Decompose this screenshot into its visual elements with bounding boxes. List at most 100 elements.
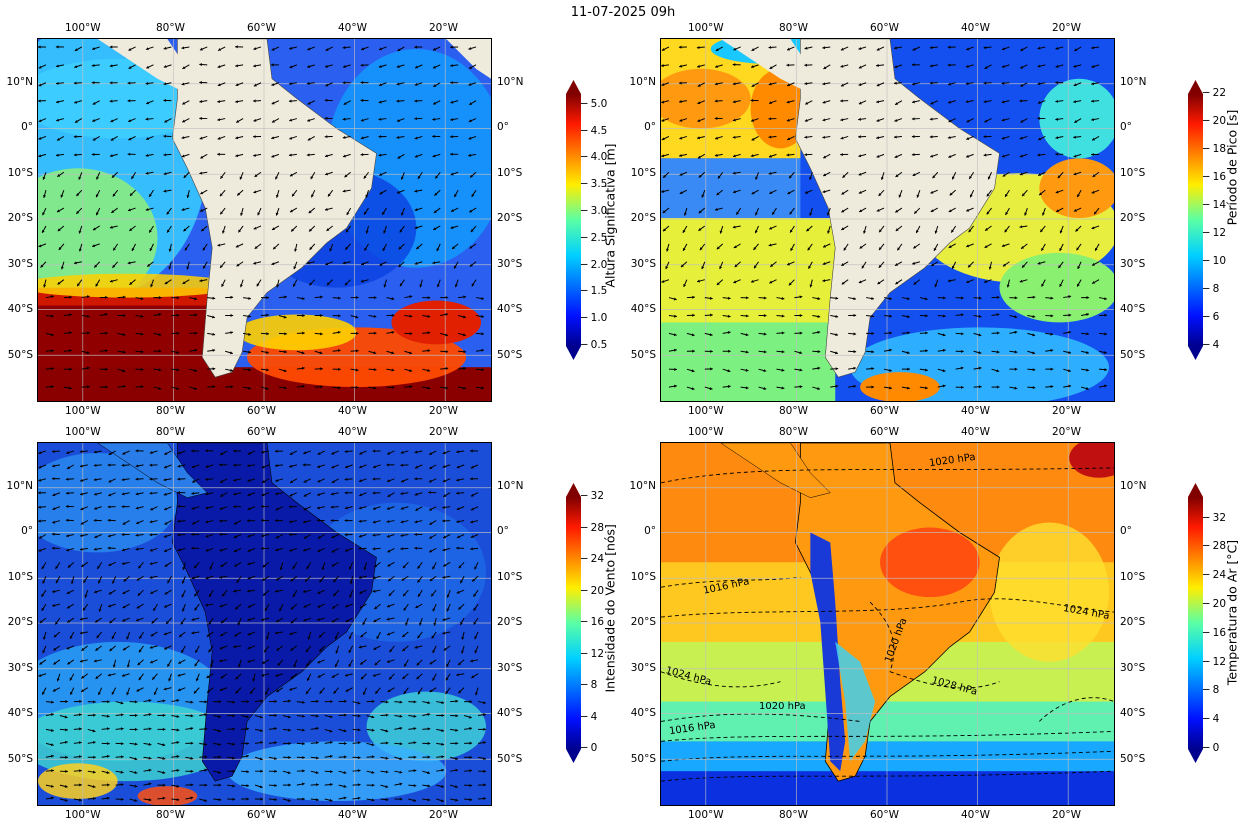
- direction-arrow-head: [450, 135, 453, 139]
- direction-arrow-head: [316, 714, 319, 718]
- direction-arrow-head: [697, 119, 701, 122]
- direction-arrow-head: [92, 101, 96, 105]
- direction-arrow-head: [355, 368, 359, 372]
- direction-arrow-head: [445, 312, 449, 317]
- direction-arrow-head: [1039, 192, 1043, 196]
- direction-arrow-head: [1073, 208, 1077, 212]
- direction-arrow-head: [1001, 47, 1005, 51]
- map-peak-period[interactable]: [660, 38, 1115, 402]
- direction-arrow-head: [914, 210, 918, 214]
- direction-arrow-head: [978, 366, 982, 370]
- direction-arrow-head: [92, 47, 96, 51]
- direction-arrow-head: [399, 757, 403, 761]
- direction-arrow-head: [679, 118, 683, 122]
- direction-arrow-head: [309, 282, 313, 286]
- map-air-temperature[interactable]: 1020 hPa 1016 hPa 1024 hPa 1020 hPa 1024…: [660, 442, 1115, 806]
- direction-arrow-head: [304, 578, 308, 582]
- direction-arrow-head: [843, 247, 847, 251]
- direction-arrow-head: [1014, 330, 1018, 334]
- direction-arrow-head: [219, 604, 223, 608]
- direction-arrow-head: [978, 333, 982, 337]
- direction-arrow-head: [70, 581, 74, 584]
- direction-arrow-head: [929, 117, 933, 121]
- direction-arrow-head: [195, 649, 198, 653]
- direction-arrow-head: [948, 155, 952, 158]
- lon-tick-label: 60°W: [870, 426, 899, 438]
- direction-arrow-head: [57, 173, 61, 177]
- direction-arrow-head: [343, 755, 347, 759]
- direction-arrow-head: [665, 266, 669, 270]
- colorbar-tick-label: ─ 0.5: [581, 339, 608, 351]
- direction-arrow-head: [289, 136, 293, 140]
- direction-arrow-head: [275, 212, 279, 216]
- direction-arrow-head: [1068, 330, 1072, 334]
- direction-arrow-head: [1037, 64, 1041, 68]
- direction-arrow-head: [1050, 296, 1054, 300]
- direction-arrow-head: [1091, 65, 1095, 68]
- direction-arrow-head: [751, 48, 755, 51]
- direction-arrow-head: [145, 117, 149, 121]
- direction-arrow-head: [302, 331, 305, 335]
- direction-arrow-head: [330, 492, 334, 496]
- direction-arrow-head: [835, 314, 839, 318]
- direction-arrow-head: [1001, 244, 1005, 248]
- direction-arrow-head: [233, 449, 236, 453]
- direction-arrow-head: [1086, 350, 1089, 354]
- direction-arrow-head: [853, 332, 857, 336]
- direction-arrow-head: [148, 756, 152, 760]
- direction-arrow-head: [166, 621, 169, 624]
- colorbar-tick-label: ─ 8: [1203, 283, 1220, 295]
- direction-arrow-head: [710, 313, 713, 317]
- direction-arrow-head: [385, 741, 389, 745]
- direction-arrow-head: [274, 713, 277, 717]
- direction-arrow-head: [220, 211, 224, 215]
- lon-tick-label: 40°W: [961, 22, 990, 34]
- lat-tick-label: 50°S: [497, 349, 523, 361]
- direction-arrow-head: [289, 118, 293, 122]
- direction-arrow-head: [330, 700, 333, 704]
- direction-arrow-head: [96, 212, 99, 216]
- direction-arrow-head: [274, 797, 277, 802]
- direction-arrow-head: [769, 66, 773, 69]
- direction-arrow-head: [204, 798, 207, 802]
- direction-arrow-head: [826, 212, 830, 216]
- direction-arrow-head: [1091, 118, 1095, 122]
- direction-arrow-head: [149, 477, 153, 481]
- direction-arrow-head: [50, 333, 54, 337]
- lat-tick-label: 10°S: [630, 571, 656, 583]
- direction-arrow-head: [302, 384, 305, 388]
- direction-arrow-head: [911, 135, 915, 139]
- direction-arrow-head: [275, 492, 278, 496]
- direction-arrow-head: [361, 47, 365, 51]
- direction-arrow-head: [1014, 367, 1018, 371]
- direction-arrow-head: [469, 798, 473, 802]
- colorbar-tick-label: ─ 2.5: [581, 231, 608, 244]
- lat-tick-label: 10°N: [629, 76, 656, 88]
- direction-arrow-head: [807, 247, 811, 251]
- direction-arrow-head: [93, 700, 96, 704]
- direction-arrow-head: [1085, 387, 1089, 391]
- direction-arrow-head: [303, 520, 306, 524]
- lat-tick-label: 0°: [497, 525, 509, 537]
- direction-arrow-head: [469, 700, 473, 704]
- direction-arrow-head: [273, 246, 277, 250]
- direction-arrow-head: [483, 701, 486, 705]
- direction-arrow-head: [121, 478, 125, 482]
- direction-arrow-head: [52, 464, 55, 468]
- direction-arrow-head: [205, 449, 208, 453]
- direction-arrow-head: [150, 633, 154, 637]
- map-wave-height[interactable]: [37, 38, 492, 402]
- direction-arrow-head: [91, 63, 95, 68]
- direction-arrow-head: [207, 689, 211, 693]
- direction-arrow-head: [691, 369, 695, 373]
- map-wind-speed[interactable]: [37, 442, 492, 806]
- direction-arrow-head: [261, 617, 265, 621]
- direction-arrow-head: [373, 296, 377, 300]
- direction-arrow-head: [194, 387, 197, 391]
- direction-arrow-head: [365, 194, 369, 198]
- direction-arrow-head: [186, 266, 190, 270]
- direction-arrow-head: [39, 535, 43, 539]
- direction-arrow-head: [233, 549, 237, 553]
- direction-arrow-head: [1032, 351, 1036, 355]
- direction-arrow-head: [732, 82, 736, 86]
